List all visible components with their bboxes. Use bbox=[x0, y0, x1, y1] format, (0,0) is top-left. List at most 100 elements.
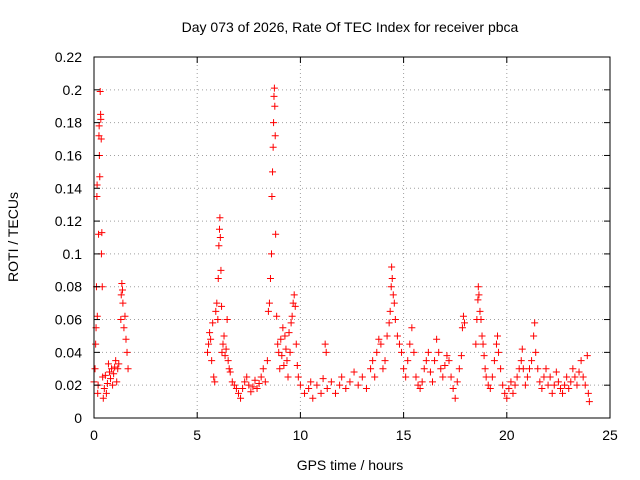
data-point bbox=[474, 283, 482, 291]
data-point bbox=[292, 340, 300, 348]
data-point bbox=[406, 340, 414, 348]
plot-frame bbox=[93, 56, 611, 419]
x-tick-label: 20 bbox=[499, 427, 515, 443]
data-point bbox=[458, 324, 466, 332]
data-point bbox=[581, 381, 589, 389]
data-point bbox=[379, 365, 387, 373]
data-point bbox=[579, 373, 587, 381]
data-point bbox=[383, 332, 391, 340]
data-point bbox=[526, 365, 534, 373]
data-point bbox=[530, 332, 538, 340]
data-point bbox=[563, 373, 571, 381]
data-point bbox=[400, 365, 408, 373]
data-point bbox=[362, 384, 370, 392]
data-point bbox=[288, 312, 296, 320]
data-point bbox=[497, 365, 505, 373]
data-point bbox=[294, 373, 302, 381]
data-point bbox=[410, 348, 418, 356]
y-tick-label: 0.22 bbox=[55, 49, 82, 65]
data-point bbox=[398, 348, 406, 356]
data-point bbox=[93, 312, 101, 320]
data-point bbox=[273, 312, 281, 320]
data-point bbox=[428, 378, 436, 386]
data-point bbox=[449, 384, 457, 392]
data-point bbox=[451, 394, 459, 402]
data-point bbox=[214, 316, 222, 324]
data-point bbox=[124, 365, 132, 373]
data-point bbox=[293, 361, 301, 369]
data-point bbox=[386, 307, 394, 315]
data-point bbox=[307, 378, 315, 386]
data-point bbox=[207, 335, 215, 343]
data-point bbox=[505, 384, 513, 392]
y-tick-label: 0.2 bbox=[63, 82, 83, 98]
data-point bbox=[222, 345, 230, 353]
data-point bbox=[290, 291, 298, 299]
data-point bbox=[104, 360, 112, 368]
data-point bbox=[212, 307, 220, 315]
data-point bbox=[552, 368, 560, 376]
data-point bbox=[232, 384, 240, 392]
data-point bbox=[404, 357, 412, 365]
data-point bbox=[393, 332, 401, 340]
data-points bbox=[90, 84, 593, 406]
data-point bbox=[216, 214, 224, 222]
x-tick-label: 0 bbox=[90, 427, 98, 443]
data-point bbox=[391, 316, 399, 324]
data-point bbox=[285, 329, 293, 337]
data-point bbox=[271, 132, 279, 140]
data-point bbox=[251, 376, 259, 384]
data-point bbox=[523, 373, 531, 381]
data-point bbox=[327, 378, 335, 386]
data-point bbox=[474, 296, 482, 304]
data-point bbox=[218, 348, 226, 356]
data-point bbox=[206, 329, 214, 337]
data-point bbox=[402, 373, 410, 381]
data-point bbox=[418, 378, 426, 386]
data-point bbox=[488, 373, 496, 381]
data-point bbox=[216, 234, 224, 241]
data-point bbox=[323, 384, 331, 392]
y-tick-label: 0.1 bbox=[63, 246, 83, 262]
data-point bbox=[97, 115, 105, 123]
data-point bbox=[354, 381, 362, 389]
data-point bbox=[219, 340, 227, 348]
data-point bbox=[476, 307, 484, 315]
y-axis-label: ROTI / TECUs bbox=[5, 192, 21, 282]
data-point bbox=[556, 384, 564, 392]
data-point bbox=[223, 316, 231, 324]
data-point bbox=[98, 229, 106, 237]
data-point bbox=[287, 319, 295, 327]
x-ticks: 0 5 10 15 20 25 bbox=[90, 57, 618, 443]
data-point bbox=[443, 352, 451, 360]
y-ticks: 0 0.02 0.04 0.06 0.08 0.1 0.12 0.14 0.16 0.18 0.2 0… bbox=[55, 49, 610, 426]
data-point bbox=[542, 365, 550, 373]
data-point bbox=[540, 373, 548, 381]
data-point bbox=[492, 340, 500, 348]
data-point bbox=[208, 357, 216, 365]
data-point bbox=[338, 373, 346, 381]
data-point bbox=[205, 340, 213, 348]
data-point bbox=[111, 363, 119, 371]
data-point bbox=[282, 345, 290, 353]
data-point bbox=[517, 357, 525, 365]
data-point bbox=[110, 370, 118, 378]
data-point bbox=[255, 380, 263, 388]
data-point bbox=[482, 373, 490, 381]
data-point bbox=[215, 225, 223, 233]
data-point bbox=[371, 373, 379, 381]
data-point bbox=[93, 181, 101, 189]
data-point bbox=[350, 368, 358, 376]
data-point bbox=[122, 335, 130, 343]
data-point bbox=[241, 378, 249, 386]
data-point bbox=[268, 192, 276, 200]
data-point bbox=[567, 378, 575, 386]
data-point bbox=[573, 381, 581, 389]
data-point bbox=[234, 389, 242, 397]
y-tick-label: 0.14 bbox=[55, 180, 82, 196]
data-point bbox=[210, 373, 218, 381]
data-point bbox=[501, 389, 509, 397]
data-point bbox=[513, 373, 521, 381]
data-point bbox=[486, 384, 494, 392]
